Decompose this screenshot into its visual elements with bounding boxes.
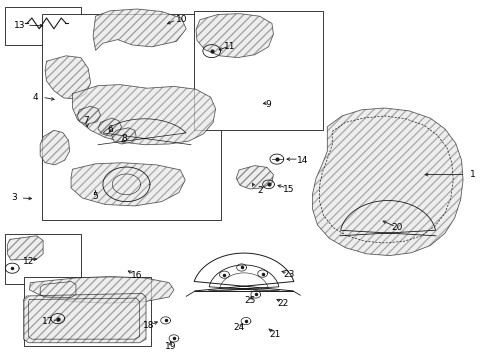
Text: 16: 16 xyxy=(130,271,142,280)
Text: 25: 25 xyxy=(244,296,256,305)
Text: 15: 15 xyxy=(283,184,295,194)
Text: 18: 18 xyxy=(143,321,154,330)
Bar xyxy=(5,7,81,45)
Text: 3: 3 xyxy=(11,194,17,202)
Text: 8: 8 xyxy=(121,134,127,143)
Text: 20: 20 xyxy=(391,223,403,232)
Polygon shape xyxy=(77,106,100,124)
Text: 9: 9 xyxy=(266,100,271,109)
Polygon shape xyxy=(196,14,273,58)
Polygon shape xyxy=(112,128,136,144)
Text: 23: 23 xyxy=(283,270,295,279)
Polygon shape xyxy=(29,276,174,303)
Text: 19: 19 xyxy=(165,342,176,351)
Text: 1: 1 xyxy=(470,170,476,179)
Bar xyxy=(24,277,151,346)
Text: 22: 22 xyxy=(278,299,289,307)
Text: 5: 5 xyxy=(93,192,98,201)
Text: 10: 10 xyxy=(175,15,187,24)
Bar xyxy=(5,234,81,284)
Bar xyxy=(42,14,220,220)
Polygon shape xyxy=(313,108,463,256)
Text: 7: 7 xyxy=(83,116,89,125)
Polygon shape xyxy=(40,130,70,165)
Polygon shape xyxy=(24,293,146,343)
Polygon shape xyxy=(45,56,91,99)
Bar xyxy=(194,11,323,130)
Polygon shape xyxy=(93,9,186,50)
Text: 17: 17 xyxy=(42,317,54,325)
Text: 14: 14 xyxy=(297,156,309,165)
Text: 11: 11 xyxy=(223,42,235,51)
Polygon shape xyxy=(73,85,216,145)
Text: 24: 24 xyxy=(233,323,244,332)
Polygon shape xyxy=(98,118,122,136)
Polygon shape xyxy=(7,236,43,260)
Text: 21: 21 xyxy=(270,330,281,338)
Polygon shape xyxy=(236,166,273,189)
Text: 12: 12 xyxy=(23,256,34,265)
Text: 2: 2 xyxy=(257,186,263,195)
Text: 4: 4 xyxy=(32,93,38,102)
Text: 13: 13 xyxy=(14,21,25,30)
Text: 6: 6 xyxy=(107,125,113,134)
Polygon shape xyxy=(71,163,185,206)
